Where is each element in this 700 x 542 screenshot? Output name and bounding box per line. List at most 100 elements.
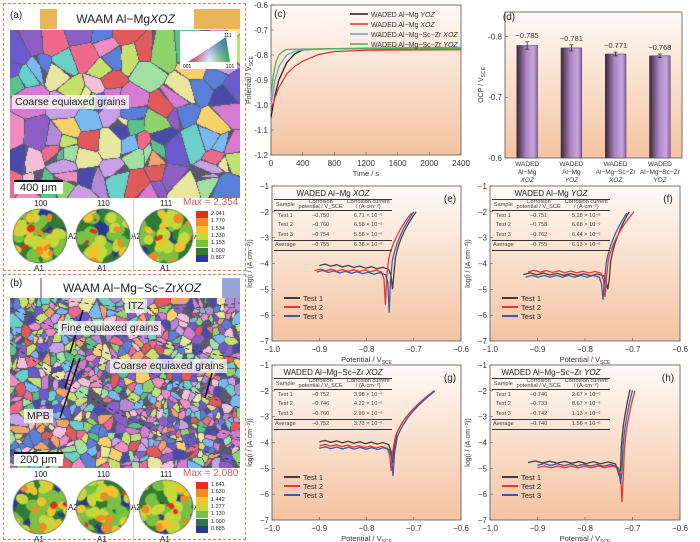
y-axis-label-subscript: SCE [481,66,487,77]
y-tick-label: -0.6 [488,154,502,163]
x-tick-label: −0.8 [577,345,593,354]
table-header: Corrosion potential / V_SCE [514,378,563,390]
pole-figure-110 [75,479,131,535]
x-axis-label-subscript: SCE [382,539,393,542]
y-tick-label: −1 [478,361,488,370]
table-row: Test 1 −0.752 3.98 × 10⁻⁶ [274,390,392,400]
y-tick-label: −6 [260,311,270,320]
panel-a-frame [3,3,246,271]
x-tick-label: −1.0 [482,524,498,533]
polarization-curve-2 [319,390,435,477]
axis-a1-label: A1 [160,264,170,273]
table-cell: −0.752 [296,418,345,430]
legend-entry: Test 2 [521,482,541,491]
legend-swatch [196,496,208,504]
ocp-line-3 [270,47,462,96]
ipf-triangle-icon: 111 001 101 [183,33,235,70]
y-tick-label: −4 [478,260,488,269]
table-cell: Average [274,418,297,430]
polarization-curve-2 [537,390,634,484]
y-tick-label: −1 [260,182,270,191]
polarization-curve-2 [316,211,415,313]
y-tick-label: -0.8 [254,51,268,60]
table-cell: −0.758 [529,222,548,229]
table-title: WADED Al−Mg XOZ [296,189,370,198]
x-axis-label-f: Potential / VSCE [560,355,611,366]
y-tick-label: −6 [478,311,488,320]
bar-value-label: −0.771 [604,41,627,50]
legend-value: 1.153 [211,240,225,247]
annotation-itz: ITZ [125,299,147,313]
x-tick-label: −0.7 [625,524,641,533]
error-bar [657,53,662,58]
boundary-line [10,342,240,464]
y-tick-label: −1 [260,361,270,370]
y-tick-label: −7 [260,516,270,525]
legend-entry: Test 1 [521,473,541,482]
table-cell: −0.755 [296,239,345,251]
y-tick-label: -1.0 [254,101,268,110]
table-header: Sample [274,199,297,211]
y-tick-label: −4 [260,439,270,448]
category-label: WADED [604,161,628,168]
y-tick-label: −5 [478,464,488,473]
table-header: Sample [274,378,297,390]
x-tick-label: −0.9 [311,524,327,533]
x-axis-label-e: Potential / VSCE [341,355,392,366]
title-direction: XOZ [150,12,175,26]
category-label: Al−Mg [518,169,537,176]
polarization-curve-1 [314,212,412,305]
legend-entry: WADED Al−Mg−Sc−Zr YOZ [371,42,458,49]
table-title: WADED Al−Mg YOZ [514,189,588,198]
table-cell: 4.22 × 10⁻⁶ [353,401,383,408]
x-tick-label: −0.6 [453,345,469,354]
legend-value: 0.885 [211,525,225,532]
table-cell: 5.28 × 10⁻⁶ [571,212,601,219]
bar-0 [516,45,538,159]
pole-figure-label: 111 [160,199,173,208]
table-row: Average −0.752 3.73 × 10⁻⁶ [274,418,392,430]
legend-swatch [196,225,208,233]
legend-value: 1.841 [211,482,225,488]
y-tick-label: −7 [478,516,488,525]
x-tick-label: −1.0 [264,345,280,354]
polarization-curve-1 [527,211,635,298]
table-cell: 2.99 × 10⁻⁶ [353,410,383,417]
legend-value: 1.770 [211,218,225,225]
legend-entry: WADED Al−Mg YOZ [371,12,435,19]
y-tick-label: −5 [260,464,270,473]
pole-figure-111 [138,479,194,535]
legend-entry: WADED Al−Mg−Sc−Zr XOZ [371,32,458,39]
bar-1 [560,47,583,159]
y-tick-label: -1.2 [254,151,268,160]
y-tick-label: −2 [478,208,488,217]
axis-a1-label: A1 [160,535,170,542]
y-tick-label: -0.6 [254,1,268,10]
axis-a1-label: A1 [34,535,44,542]
x-tick-label: −1.0 [482,345,498,354]
legend-value: 1.130 [211,511,225,518]
table-row: Test 3 −0.760 2.99 × 10⁻⁶ [274,409,392,419]
table-cell: Test 1 [277,391,293,398]
y-axis-label-h: log(i / (A·cm⁻²)) [465,418,472,466]
y-tick-label: −5 [478,285,488,294]
legend-entry: Test 3 [521,312,541,321]
category-label: WADED [648,161,672,168]
y-tick-label: −3 [478,234,488,243]
y-tick-label: −6 [478,490,488,499]
error-bar [525,41,530,50]
legend-swatch [196,232,208,241]
panel-label-e: (e) [444,194,456,205]
axis-a1-label: A1 [97,535,107,542]
y-axis-label-e: log(i / (A·cm⁻²)) [247,239,254,287]
legend-direction: XOZ [419,22,435,29]
boundary-line [10,327,240,439]
y-tick-label: −3 [478,413,488,422]
axis-a1-label: A1 [97,264,107,273]
table-cell: 3.73 × 10⁻⁶ [344,418,392,430]
divider [133,199,134,271]
x-axis-label-c: Time / s [353,169,380,178]
table-row: Test 1 −0.751 5.28 × 10⁻⁶ [492,211,610,221]
table-cell: Test 3 [495,410,511,417]
x-tick-label: −0.8 [359,345,375,354]
